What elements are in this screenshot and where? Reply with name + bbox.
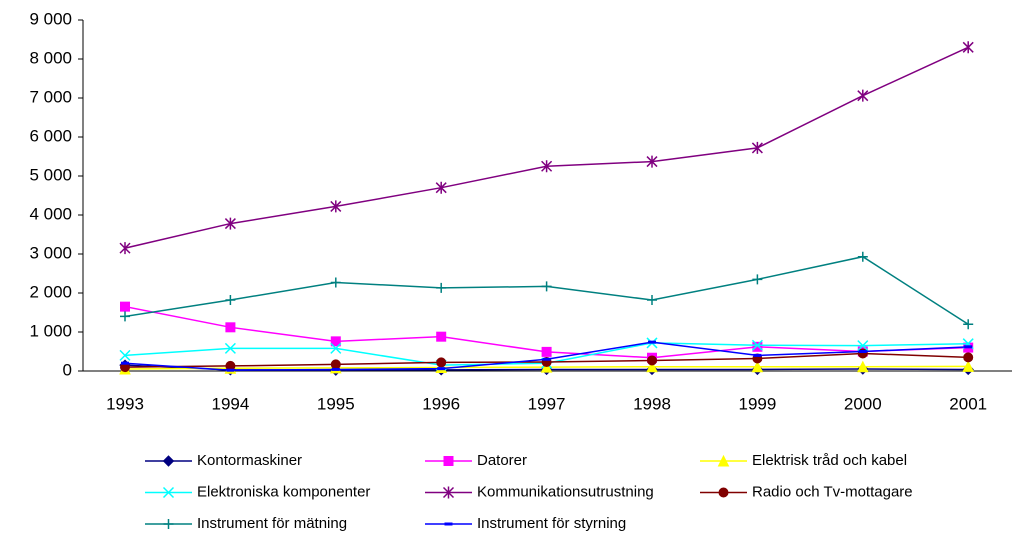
data-point <box>857 251 868 262</box>
data-point <box>541 160 553 173</box>
data-point <box>647 355 657 366</box>
legend-marker <box>162 455 175 467</box>
data-point <box>541 281 552 292</box>
y-tick-label: 7 000 <box>29 87 72 106</box>
data-point <box>963 319 974 330</box>
legend-label: Instrument för mätning <box>197 515 347 532</box>
y-tick-label: 2 000 <box>29 282 72 301</box>
data-point <box>330 277 341 288</box>
legend-label: Elektroniska komponenter <box>197 483 370 500</box>
legend-marker <box>442 486 455 499</box>
legend-marker <box>717 454 730 467</box>
y-tick-label: 6 000 <box>29 126 72 145</box>
data-point <box>542 357 551 361</box>
x-tick-label: 2000 <box>844 394 882 413</box>
data-point <box>751 339 763 351</box>
data-point <box>331 367 340 371</box>
data-point <box>436 357 447 368</box>
data-point <box>226 368 235 372</box>
legend-marker <box>444 522 453 526</box>
legend-label: Kontormaskiner <box>197 452 302 469</box>
legend-label: Kommunikationsutrustning <box>477 483 654 500</box>
data-point <box>752 341 763 352</box>
data-point <box>540 360 553 373</box>
y-tick-label: 5 000 <box>29 165 72 184</box>
data-point <box>225 322 236 333</box>
data-point <box>962 41 974 54</box>
data-point <box>119 349 131 361</box>
data-point <box>435 181 447 194</box>
y-tick-label: 8 000 <box>29 48 72 67</box>
x-tick-label: 1995 <box>317 394 355 413</box>
data-point <box>753 353 762 357</box>
x-tick-label: 1999 <box>738 394 776 413</box>
x-tick-label: 1996 <box>422 394 460 413</box>
data-point <box>121 361 129 365</box>
data-point <box>963 352 974 363</box>
data-point <box>751 141 763 154</box>
data-point <box>436 282 447 293</box>
data-point <box>541 346 552 357</box>
data-point <box>436 331 447 342</box>
legend-label: Datorer <box>477 452 527 469</box>
x-tick-label: 1994 <box>211 394 249 413</box>
data-point <box>120 311 130 322</box>
data-point <box>962 360 975 372</box>
data-point <box>751 360 764 373</box>
data-point <box>647 295 657 306</box>
y-tick-label: 9 000 <box>29 9 72 28</box>
data-point <box>648 340 656 344</box>
y-tick-label: 4 000 <box>29 204 72 223</box>
data-point <box>964 345 973 349</box>
data-point <box>330 336 341 347</box>
legend-marker <box>718 487 729 498</box>
legend-label: Radio och Tv-mottagare <box>752 483 913 500</box>
data-point <box>646 360 658 373</box>
data-point <box>119 242 131 255</box>
x-tick-label: 1997 <box>528 394 566 413</box>
legend-label: Instrument för styrning <box>477 515 626 532</box>
data-point <box>856 360 869 373</box>
data-point <box>224 342 236 354</box>
data-point <box>330 200 342 213</box>
data-point <box>857 89 869 102</box>
data-point <box>857 340 869 352</box>
data-point <box>752 274 763 285</box>
x-tick-label: 2001 <box>949 394 987 413</box>
y-tick-label: 1 000 <box>29 321 72 340</box>
data-point <box>646 155 658 168</box>
legend-marker <box>443 456 454 466</box>
x-tick-label: 1998 <box>633 394 671 413</box>
series-line <box>124 46 969 249</box>
x-tick-label: 1993 <box>106 394 144 413</box>
data-point <box>858 350 867 353</box>
data-point <box>225 295 236 306</box>
data-point <box>437 367 446 371</box>
legend-label: Elektrisk tråd och kabel <box>752 452 907 469</box>
data-point <box>330 342 342 354</box>
y-tick-label: 0 <box>63 360 72 379</box>
data-point <box>120 301 130 312</box>
data-point <box>224 217 236 230</box>
y-tick-label: 3 000 <box>29 243 72 262</box>
legend-marker <box>163 519 174 529</box>
data-point <box>330 359 341 370</box>
legend-marker <box>162 486 175 499</box>
